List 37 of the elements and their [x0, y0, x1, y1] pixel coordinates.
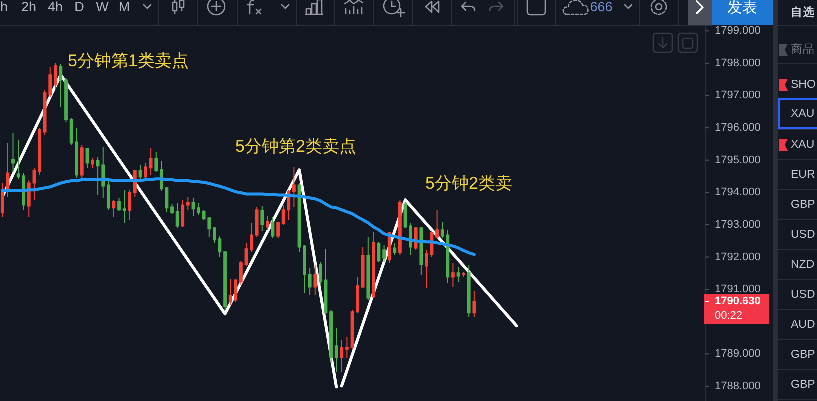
- y-tick-label: 1794.000: [715, 186, 761, 199]
- text: GBP: [791, 379, 816, 391]
- text: 4h: [48, 0, 64, 14]
- text: 666: [590, 0, 613, 14]
- text: M: [118, 0, 130, 14]
- y-tick-label: 1796.000: [715, 122, 761, 134]
- text: XAU: [791, 139, 815, 151]
- text: USD: [791, 289, 816, 301]
- y-tick-label: 1799.000: [715, 25, 761, 38]
- text: 发表: [728, 0, 758, 16]
- text: EUR: [791, 169, 816, 181]
- y-tick-label: 1798.000: [715, 57, 761, 70]
- text: 00:22: [715, 310, 743, 322]
- y-tick-label: 1793.000: [715, 218, 761, 231]
- annotation: 5分钟第1类卖点: [68, 52, 189, 71]
- text: GBP: [791, 349, 816, 361]
- y-tick-label: 1797.000: [715, 90, 761, 102]
- text: D: [74, 0, 85, 14]
- annotation: 5分钟2类卖: [426, 174, 512, 194]
- y-tick-label: 1791.000: [715, 284, 761, 296]
- y-tick-label: 1795.000: [715, 154, 761, 166]
- text: GBP: [791, 199, 816, 211]
- text: 自选: [791, 5, 815, 19]
- text: XAU: [791, 108, 815, 120]
- text: 商品: [791, 42, 815, 56]
- text: AUD: [791, 319, 816, 331]
- annotation: 5分钟第2类卖点: [236, 137, 356, 156]
- text: NZD: [791, 259, 815, 271]
- text: 2h: [21, 0, 37, 14]
- text: h: [0, 0, 8, 14]
- text: SHO: [791, 79, 816, 91]
- text: 1790.630: [715, 296, 761, 308]
- text: W: [96, 0, 110, 14]
- y-tick-label: 1789.000: [715, 348, 761, 360]
- text: USD: [791, 229, 816, 241]
- y-tick-label: 1788.000: [715, 380, 761, 392]
- y-tick-label: 1792.000: [715, 251, 761, 264]
